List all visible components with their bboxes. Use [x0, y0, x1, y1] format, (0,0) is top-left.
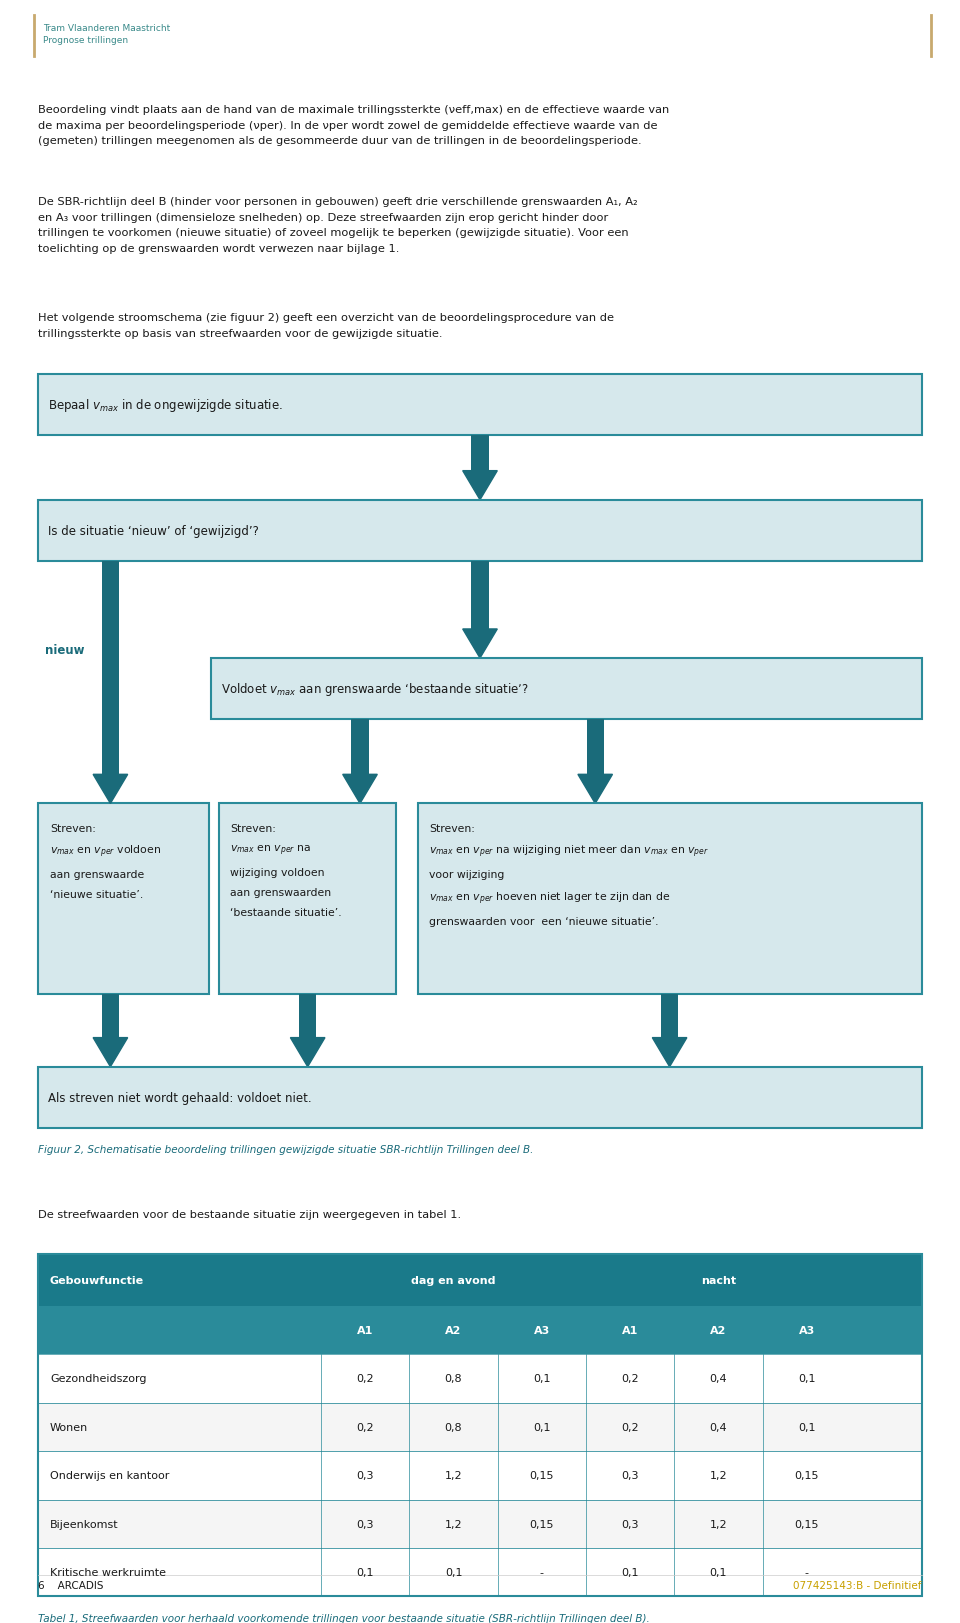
Text: Voldoet $v_{max}$ aan grenswaarde ‘bestaande situatie’?: Voldoet $v_{max}$ aan grenswaarde ‘besta… [221, 680, 529, 698]
FancyBboxPatch shape [38, 1402, 922, 1451]
Text: A2: A2 [445, 1324, 462, 1336]
Text: 0,3: 0,3 [356, 1519, 374, 1529]
Polygon shape [578, 774, 612, 803]
FancyBboxPatch shape [300, 995, 317, 1039]
FancyBboxPatch shape [38, 803, 209, 995]
Text: 0,1: 0,1 [533, 1422, 551, 1431]
FancyBboxPatch shape [102, 562, 119, 774]
Text: nee: nee [377, 742, 401, 755]
Text: 0,3: 0,3 [621, 1519, 639, 1529]
Text: 0,15: 0,15 [795, 1519, 819, 1529]
FancyBboxPatch shape [38, 1548, 922, 1597]
FancyBboxPatch shape [38, 1307, 922, 1354]
Polygon shape [343, 774, 377, 803]
Text: Streven:

$v_{max}$ en $v_{per}$ voldoen

aan grenswaarde

‘nieuwe situatie’.: Streven: $v_{max}$ en $v_{per}$ voldoen … [50, 823, 161, 899]
Text: 6    ARCADIS: 6 ARCADIS [38, 1581, 104, 1591]
Text: nacht: nacht [701, 1276, 736, 1285]
FancyBboxPatch shape [38, 1354, 922, 1402]
FancyBboxPatch shape [471, 562, 489, 630]
Text: 0,1: 0,1 [621, 1568, 639, 1578]
Polygon shape [93, 1039, 128, 1066]
FancyBboxPatch shape [351, 721, 369, 774]
Text: Streven:

$v_{max}$ en $v_{per}$ na

wijziging voldoen

aan grenswaarden

‘besta: Streven: $v_{max}$ en $v_{per}$ na wijzi… [230, 823, 342, 917]
Polygon shape [463, 630, 497, 659]
Text: De SBR-richtlijn deel B (hinder voor personen in gebouwen) geeft drie verschille: De SBR-richtlijn deel B (hinder voor per… [38, 196, 638, 253]
Text: 0,4: 0,4 [709, 1422, 728, 1431]
Text: nieuw: nieuw [45, 644, 84, 657]
Text: Kritische werkruimte: Kritische werkruimte [50, 1568, 166, 1578]
Text: Als streven niet wordt gehaald: voldoet niet.: Als streven niet wordt gehaald: voldoet … [48, 1091, 312, 1104]
FancyBboxPatch shape [38, 1255, 922, 1307]
Text: 0,8: 0,8 [444, 1373, 463, 1383]
Text: dag en avond: dag en avond [411, 1276, 495, 1285]
Text: Tram Vlaanderen Maastricht: Tram Vlaanderen Maastricht [43, 24, 171, 32]
Text: 0,1: 0,1 [798, 1373, 816, 1383]
FancyBboxPatch shape [38, 375, 922, 437]
Text: 0,2: 0,2 [356, 1422, 374, 1431]
Text: Figuur 2, Schematisatie beoordeling trillingen gewijzigde situatie SBR-richtlijn: Figuur 2, Schematisatie beoordeling tril… [38, 1144, 534, 1154]
Text: 0,3: 0,3 [356, 1470, 374, 1480]
Polygon shape [652, 1039, 687, 1066]
Text: Beoordeling vindt plaats aan de hand van de maximale trillingssterkte (νeff,max): Beoordeling vindt plaats aan de hand van… [38, 105, 670, 146]
Text: 077425143:B - Definitief: 077425143:B - Definitief [793, 1581, 922, 1591]
Text: Bijeenkomst: Bijeenkomst [50, 1519, 118, 1529]
Text: 0,1: 0,1 [709, 1568, 728, 1578]
Text: ja: ja [612, 742, 624, 755]
Text: -: - [540, 1568, 543, 1578]
Text: A1: A1 [357, 1324, 373, 1336]
Polygon shape [93, 774, 128, 803]
Text: gewijzigd: gewijzigd [499, 591, 562, 604]
Text: 1,2: 1,2 [444, 1470, 463, 1480]
Text: 1,2: 1,2 [709, 1470, 728, 1480]
Text: Streven:

$v_{max}$ en $v_{per}$ na wijziging niet meer dan $v_{max}$ en $v_{per: Streven: $v_{max}$ en $v_{per}$ na wijzi… [429, 823, 709, 927]
FancyBboxPatch shape [219, 803, 396, 995]
Text: 0,2: 0,2 [621, 1422, 639, 1431]
Text: 0,1: 0,1 [444, 1568, 463, 1578]
Text: De streefwaarden voor de bestaande situatie zijn weergegeven in tabel 1.: De streefwaarden voor de bestaande situa… [38, 1209, 462, 1219]
FancyBboxPatch shape [38, 1066, 922, 1128]
Text: A3: A3 [534, 1324, 550, 1336]
Text: Het volgende stroomschema (zie figuur 2) geeft een overzicht van de beoordelings: Het volgende stroomschema (zie figuur 2)… [38, 313, 614, 339]
Text: -: - [804, 1568, 808, 1578]
Text: 0,15: 0,15 [795, 1470, 819, 1480]
Text: 0,15: 0,15 [530, 1519, 554, 1529]
Text: A1: A1 [622, 1324, 638, 1336]
FancyBboxPatch shape [38, 500, 922, 562]
FancyBboxPatch shape [587, 721, 604, 774]
Text: 0,4: 0,4 [709, 1373, 728, 1383]
Text: 1,2: 1,2 [444, 1519, 463, 1529]
Text: 0,1: 0,1 [798, 1422, 816, 1431]
Text: 0,2: 0,2 [621, 1373, 639, 1383]
Text: A3: A3 [799, 1324, 815, 1336]
FancyBboxPatch shape [38, 1451, 922, 1500]
Text: 1,2: 1,2 [709, 1519, 728, 1529]
Text: Prognose trillingen: Prognose trillingen [43, 36, 129, 44]
Polygon shape [290, 1039, 324, 1066]
Text: A2: A2 [710, 1324, 727, 1336]
FancyBboxPatch shape [418, 803, 922, 995]
Text: Gezondheidszorg: Gezondheidszorg [50, 1373, 147, 1383]
Text: 0,3: 0,3 [621, 1470, 639, 1480]
Text: 0,1: 0,1 [533, 1373, 551, 1383]
Polygon shape [463, 471, 497, 500]
Text: 0,8: 0,8 [444, 1422, 463, 1431]
FancyBboxPatch shape [102, 995, 119, 1039]
Text: 0,15: 0,15 [530, 1470, 554, 1480]
FancyBboxPatch shape [211, 659, 922, 721]
Text: Onderwijs en kantoor: Onderwijs en kantoor [50, 1470, 169, 1480]
Text: 0,2: 0,2 [356, 1373, 374, 1383]
Text: Tabel 1, Streefwaarden voor herhaald voorkomende trillingen voor bestaande situa: Tabel 1, Streefwaarden voor herhaald voo… [38, 1613, 650, 1623]
FancyBboxPatch shape [660, 995, 678, 1039]
Text: Bepaal $v_{max}$ in de ongewijzigde situatie.: Bepaal $v_{max}$ in de ongewijzigde situ… [48, 396, 283, 414]
Text: 0,1: 0,1 [356, 1568, 374, 1578]
FancyBboxPatch shape [471, 437, 489, 471]
Text: Gebouwfunctie: Gebouwfunctie [50, 1276, 144, 1285]
FancyBboxPatch shape [38, 1500, 922, 1548]
Text: Wonen: Wonen [50, 1422, 88, 1431]
Text: Is de situatie ‘nieuw’ of ‘gewijzigd’?: Is de situatie ‘nieuw’ of ‘gewijzigd’? [48, 524, 259, 537]
